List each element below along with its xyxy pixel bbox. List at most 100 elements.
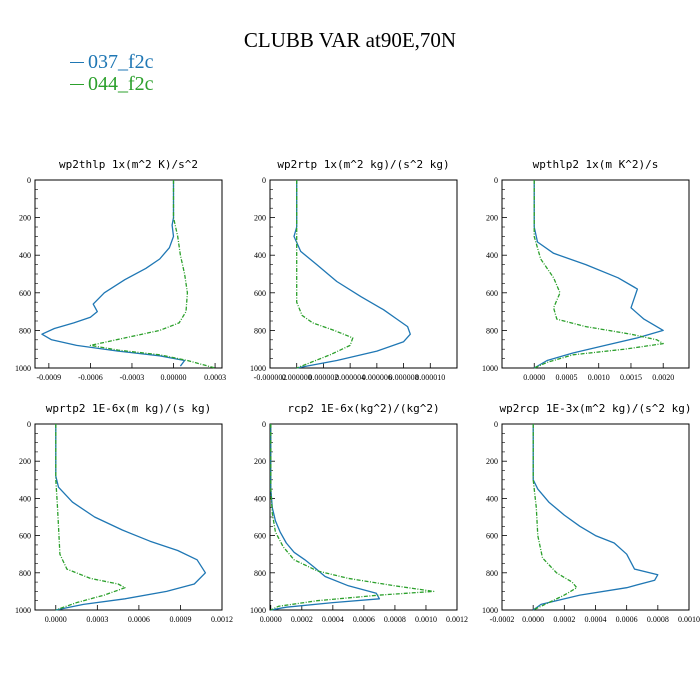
y-tick-label: 1000 — [482, 606, 498, 615]
x-tick-label: 0.000000 — [282, 373, 312, 382]
y-tick-label: 600 — [486, 289, 498, 298]
chart-panel: rcp2 1E-6x(kg^2)/(kg^2) 0 200 400 600 800 1000… — [250, 402, 468, 624]
legend-swatch — [70, 83, 84, 85]
y-tick-label: 400 — [254, 251, 266, 260]
y-tick-label: 400 — [486, 494, 498, 503]
series-line — [532, 424, 659, 611]
x-tick-label: 0.0008 — [647, 615, 669, 624]
x-tick-label: 0.0005 — [555, 373, 577, 382]
series-line — [55, 424, 126, 611]
y-tick-label: 600 — [19, 532, 31, 541]
chart-panel: wprtp2 1E-6x(m kg)/(s kg) 0 200 400 600 800 10… — [15, 402, 233, 624]
legend-item: 044_f2c — [70, 73, 154, 95]
x-tick-label: -0.0006 — [78, 373, 103, 382]
plot-frame — [501, 423, 690, 611]
series-line — [293, 180, 411, 369]
x-tick-label: 0.0000 — [260, 615, 282, 624]
plot-frame — [34, 179, 223, 369]
y-tick-label: 600 — [19, 289, 31, 298]
y-tick-label: 800 — [254, 569, 266, 578]
y-tick-label: 1000 — [482, 364, 498, 373]
y-tick-label: 600 — [254, 532, 266, 541]
legend-label: 037_f2c — [88, 50, 154, 73]
series-line — [55, 424, 207, 611]
y-tick-label: 0 — [262, 420, 266, 429]
chart-title: wp2rtp 1x(m^2 kg)/(s^2 kg) — [277, 158, 449, 171]
y-tick-label: 0 — [494, 420, 498, 429]
legend-swatch — [70, 61, 84, 63]
x-tick-label: 0.0006 — [353, 615, 375, 624]
chart-title: wp2thlp 1x(m^2 K)/s^2 — [59, 158, 198, 171]
x-tick-label: 0.0012 — [211, 615, 233, 624]
y-tick-label: 0 — [262, 176, 266, 185]
series-line — [270, 424, 435, 611]
y-tick-label: 200 — [19, 457, 31, 466]
y-tick-label: 1000 — [250, 364, 266, 373]
plot-frame — [34, 423, 223, 611]
y-tick-label: 1000 — [250, 606, 266, 615]
x-tick-label: 0.0006 — [128, 615, 150, 624]
y-tick-label: 200 — [254, 214, 266, 223]
plot-frame — [501, 179, 690, 369]
x-tick-label: 0.0002 — [291, 615, 313, 624]
x-tick-label: 0.0004 — [322, 615, 344, 624]
x-tick-label: 0.0015 — [620, 373, 642, 382]
y-tick-label: 200 — [486, 457, 498, 466]
y-tick-label: 800 — [19, 569, 31, 578]
x-tick-label: 0.0012 — [446, 615, 468, 624]
y-tick-label: 200 — [254, 457, 266, 466]
series-line — [533, 180, 664, 369]
y-tick-label: 400 — [19, 251, 31, 260]
y-tick-label: 200 — [486, 214, 498, 223]
x-tick-label: 0.0010 — [678, 615, 700, 624]
y-tick-label: 200 — [19, 214, 31, 223]
x-tick-label: 0.0010 — [415, 615, 437, 624]
series-line — [532, 424, 578, 611]
y-tick-label: 800 — [486, 326, 498, 335]
y-tick-label: 400 — [254, 494, 266, 503]
y-tick-label: 0 — [494, 176, 498, 185]
x-tick-label: -0.0003 — [120, 373, 145, 382]
y-tick-label: 400 — [19, 494, 31, 503]
x-tick-label: 0.0009 — [169, 615, 191, 624]
x-tick-label: 0.0003 — [86, 615, 108, 624]
y-tick-label: 0 — [27, 176, 31, 185]
x-tick-label: 0.0010 — [588, 373, 610, 382]
chart-panel: wp2rcp 1E-3x(m^2 kg)/(s^2 kg)0 200 400 600 8… — [482, 402, 700, 624]
x-tick-label: -0.0009 — [37, 373, 62, 382]
plot-frame — [269, 179, 458, 369]
y-tick-label: 800 — [486, 569, 498, 578]
x-tick-label: 0.00000 — [161, 373, 187, 382]
x-tick-label: 0.0000 — [523, 373, 545, 382]
series-line — [41, 180, 186, 367]
x-tick-label: 0.000002 — [308, 373, 338, 382]
x-tick-label: 0.0020 — [652, 373, 674, 382]
x-tick-label: 0.0003 — [204, 373, 226, 382]
figure-title: CLUBB VAR at90E,70N — [243, 28, 457, 52]
y-tick-label: 800 — [254, 326, 266, 335]
legend-label: 044_f2c — [88, 72, 154, 95]
chart-title: wprtp2 1E-6x(m kg)/(s kg) — [46, 402, 212, 415]
x-tick-label: 0.000010 — [415, 373, 445, 382]
series-line — [89, 180, 216, 369]
x-tick-label: -0.000002 — [254, 373, 287, 382]
chart-panel: wp2thlp 1x(m^2 K)/s^2 0 200 400 600 800 1000 -0… — [15, 158, 226, 382]
x-tick-label: 0.0000 — [522, 615, 544, 624]
series-line — [533, 180, 664, 369]
x-tick-label: 0.0002 — [553, 615, 575, 624]
x-tick-label: 0.000004 — [335, 373, 365, 382]
x-tick-label: 0.0006 — [616, 615, 638, 624]
legend-item: 037_f2c — [70, 51, 154, 73]
plot-frame — [269, 423, 458, 611]
chart-title: wpthlp2 1x(m K^2)/s — [533, 158, 659, 171]
y-tick-label: 1000 — [15, 606, 31, 615]
y-tick-label: 1000 — [15, 364, 31, 373]
chart-panel: wp2rtp 1x(m^2 kg)/(s^2 kg) 0 200 400 600 800 1… — [250, 158, 458, 382]
y-tick-label: 400 — [486, 251, 498, 260]
x-tick-label: 0.000006 — [362, 373, 392, 382]
series-line — [270, 424, 381, 611]
y-tick-label: 0 — [27, 420, 31, 429]
x-tick-label: -0.0002 — [490, 615, 515, 624]
x-tick-label: 0.0004 — [585, 615, 607, 624]
